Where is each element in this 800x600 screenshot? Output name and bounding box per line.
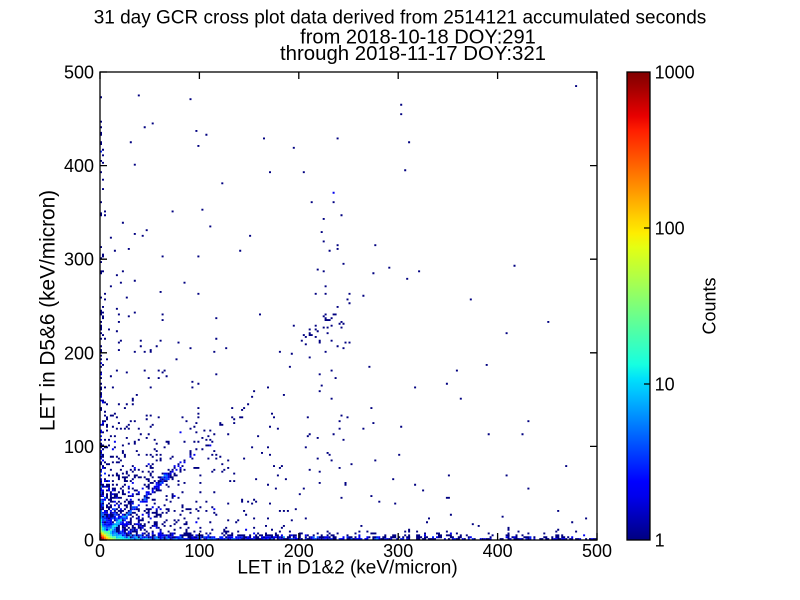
svg-text:0: 0 [95,541,105,561]
svg-text:LET in D1&2 (keV/micron): LET in D1&2 (keV/micron) [237,558,457,579]
svg-text:500: 500 [64,63,94,83]
svg-text:1: 1 [655,530,665,550]
svg-text:Counts: Counts [700,277,720,334]
svg-text:200: 200 [64,343,94,363]
svg-text:400: 400 [64,156,94,176]
svg-text:10: 10 [655,374,675,394]
svg-text:200: 200 [284,541,314,561]
svg-text:300: 300 [383,541,413,561]
svg-text:300: 300 [64,250,94,270]
svg-text:LET in D5&6 (keV/micron): LET in D5&6 (keV/micron) [37,190,60,431]
svg-text:100: 100 [64,437,94,457]
svg-text:0: 0 [84,531,94,551]
svg-text:500: 500 [582,541,612,561]
svg-text:400: 400 [483,541,513,561]
svg-text:through 2018-11-17 DOY:321: through 2018-11-17 DOY:321 [280,43,546,65]
svg-text:31 day GCR cross plot data der: 31 day GCR cross plot data derived from … [94,8,707,29]
svg-text:100: 100 [184,541,214,561]
svg-text:1000: 1000 [655,62,695,82]
svg-text:100: 100 [655,218,685,238]
svg-text:from 2018-10-18 DOY:291: from 2018-10-18 DOY:291 [300,27,536,49]
